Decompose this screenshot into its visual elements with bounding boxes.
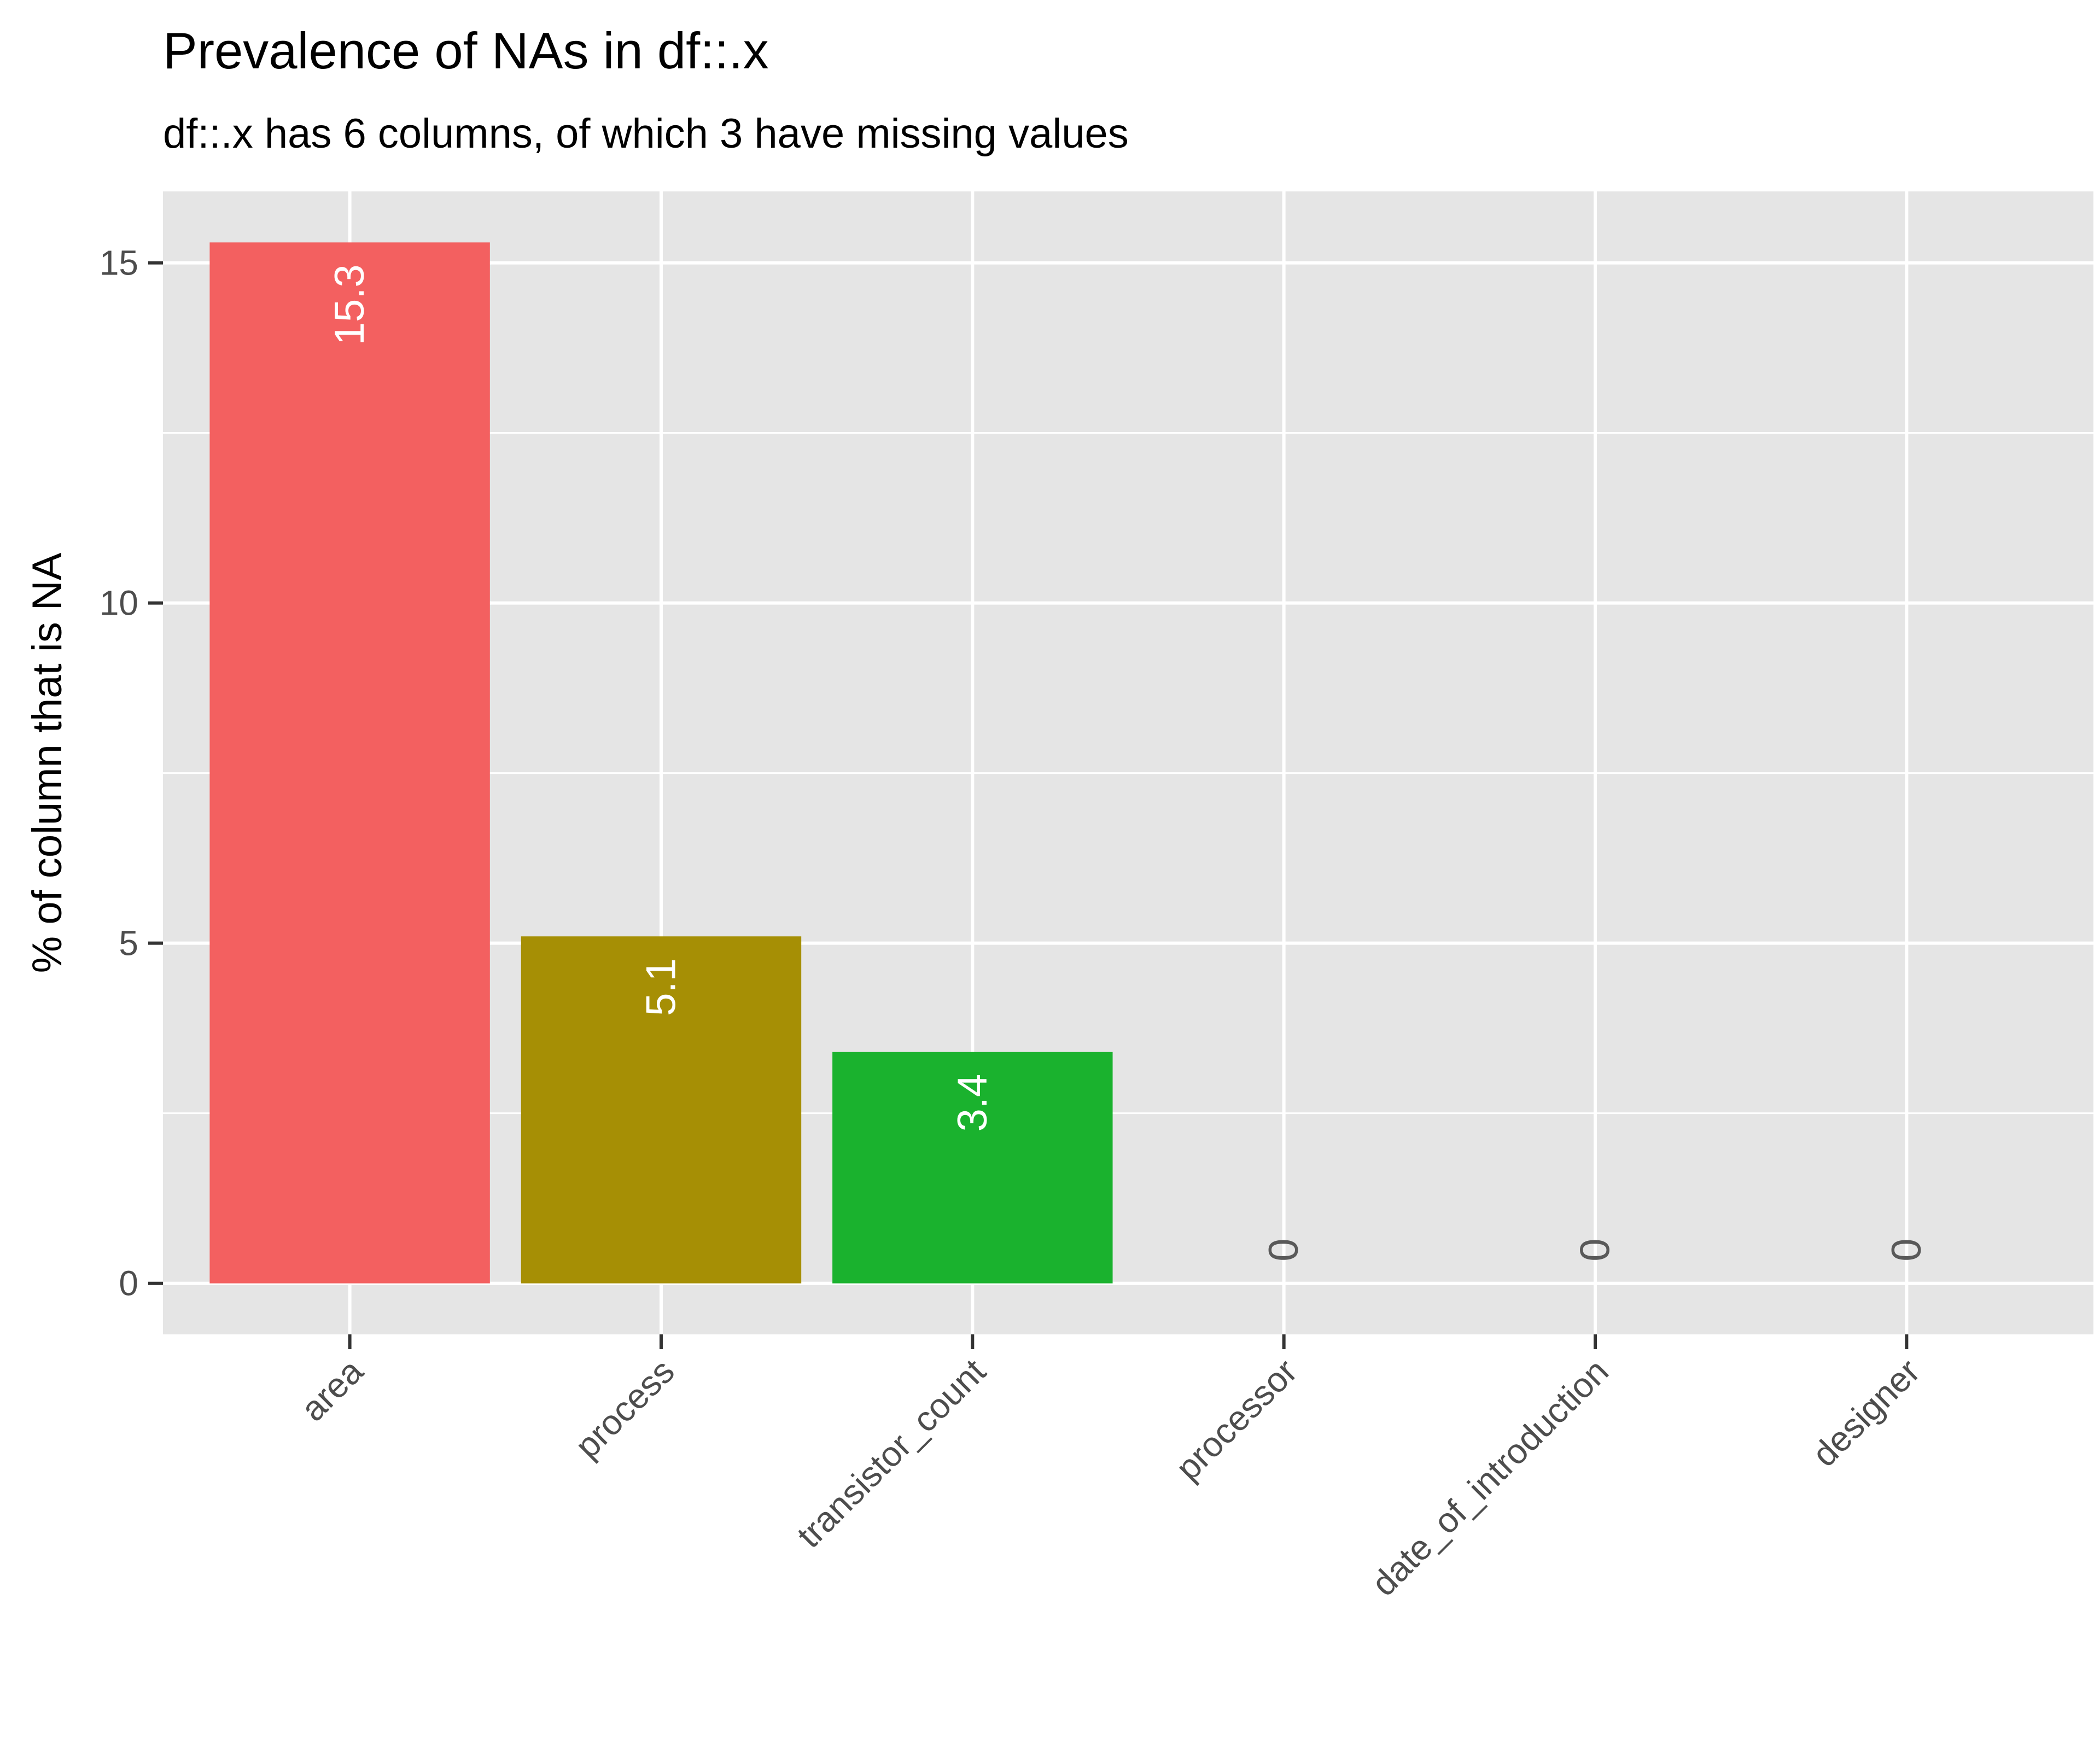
y-axis-title: % of column that is NA (24, 552, 71, 973)
bar-process (521, 936, 802, 1284)
y-tick-label: 15 (100, 243, 138, 283)
bars (209, 242, 1113, 1284)
chart-subtitle: df::.x has 6 columns, of which 3 have mi… (163, 110, 1129, 157)
y-tick-label: 10 (100, 584, 138, 623)
y-tick-label: 0 (119, 1264, 138, 1303)
y-tick-label: 5 (119, 924, 138, 963)
bar-label-processor: 0 (1261, 1238, 1307, 1261)
bar-label-area: 15.3 (326, 264, 373, 345)
bar-label-date_of_introduction: 0 (1572, 1238, 1619, 1261)
bar-label-process: 5.1 (638, 958, 684, 1016)
bar-value-labels: 15.3 5.1 3.4 0 0 0 (326, 264, 1930, 1261)
bar-transistor_count (832, 1052, 1113, 1284)
bar-label-transistor_count: 3.4 (949, 1074, 996, 1132)
bar-area (209, 242, 490, 1284)
y-axis: 0 5 10 15 (100, 243, 163, 1303)
bar-label-designer: 0 (1883, 1238, 1930, 1261)
chart-title: Prevalence of NAs in df::.x (163, 22, 769, 79)
